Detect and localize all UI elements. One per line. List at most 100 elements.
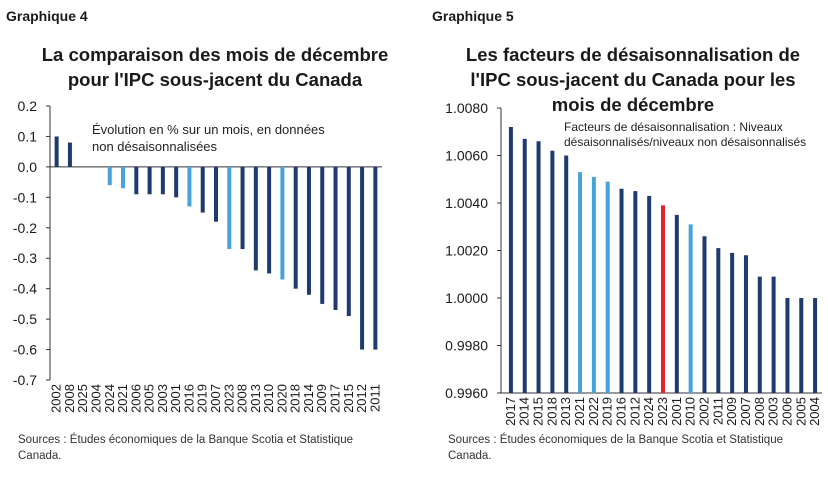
x-tick-label: 2021 — [115, 384, 130, 413]
chart-panel-4: 0.2 0.1 0.0 -0.1 -0.2 -0.3 -0.4 -0.5 -0.6 -0.7 200… — [6, 8, 388, 462]
bar — [174, 166, 179, 198]
chart-5-plot: 1.0080 1.0060 1.0040 1.0020 1.0000 0.9980 0.99… — [445, 100, 822, 426]
x-tick-label: 2012 — [354, 384, 369, 413]
chart-note: Évolution en % sur un mois, en données n… — [92, 122, 325, 154]
x-tick-label: 2012 — [627, 397, 642, 426]
bar — [619, 188, 624, 393]
x-tick-label: 2017 — [328, 384, 343, 413]
y-tick-label: 0.9960 — [445, 385, 488, 401]
y-tick-label: 1.0060 — [445, 148, 488, 164]
x-tick-label: 2010 — [683, 397, 698, 426]
x-tick-label: 2011 — [710, 397, 725, 425]
bar — [373, 166, 378, 350]
x-tick-label: 2017 — [503, 397, 518, 426]
bar — [757, 276, 762, 393]
x-tick-label: 2004 — [807, 397, 822, 426]
x-tick-label: 2006 — [128, 384, 143, 413]
bar — [730, 252, 735, 393]
x-tick-label: 2002 — [696, 397, 711, 426]
x-tick-label: 2019 — [195, 384, 210, 413]
bar — [346, 166, 351, 317]
bar — [536, 141, 541, 393]
bar — [633, 191, 638, 393]
bar — [743, 255, 748, 393]
bar — [253, 166, 258, 271]
bar — [799, 298, 804, 393]
bar — [67, 142, 72, 167]
x-tick-label: 2007 — [208, 384, 223, 413]
y-tick-label: -0.1 — [13, 189, 37, 205]
x-tick-label: 2019 — [600, 397, 615, 426]
x-tick-label: 2016 — [181, 384, 196, 413]
bar — [578, 172, 583, 393]
x-tick-label: 2014 — [301, 384, 316, 413]
x-tick-label: 2020 — [274, 384, 289, 413]
y-tick-label: 1.0000 — [445, 290, 488, 306]
x-tick-label: 2001 — [669, 397, 684, 426]
bar — [107, 166, 112, 186]
bar — [688, 224, 693, 393]
bar — [771, 276, 776, 393]
bar — [674, 214, 679, 393]
chart-note: Facteurs de désaisonnalisation : Niveaux… — [564, 120, 807, 149]
x-tick-label: 2006 — [779, 397, 794, 426]
x-tick-label: 2008 — [235, 384, 250, 413]
y-tick-label: 1.0020 — [445, 243, 488, 259]
y-tick-label: 0.0 — [18, 159, 38, 175]
y-tick-label: 0.1 — [18, 128, 38, 144]
graphique-label: Graphique 5 — [432, 8, 514, 24]
bar — [187, 166, 192, 207]
bar — [605, 181, 610, 393]
bar — [785, 298, 790, 393]
y-tick-label: 0.9980 — [445, 338, 488, 354]
x-tick-label: 2007 — [738, 397, 753, 426]
x-tick-label: 2009 — [314, 384, 329, 413]
bar — [240, 166, 245, 250]
x-tick-label: 2013 — [248, 384, 263, 413]
bar — [267, 166, 272, 274]
bar — [214, 166, 218, 222]
bar — [702, 236, 707, 393]
bar — [591, 176, 596, 393]
bar — [508, 127, 513, 393]
x-tick-label: 2018 — [544, 397, 559, 426]
bar — [280, 166, 285, 280]
x-tick-label: 2001 — [168, 384, 183, 413]
x-tick-label: 2010 — [261, 384, 276, 413]
y-tick-label: -0.5 — [13, 311, 37, 327]
x-tick-label: 2016 — [614, 397, 629, 426]
y-tick-label: -0.3 — [13, 250, 37, 266]
bar — [522, 138, 527, 393]
bar — [121, 166, 126, 189]
x-tick-label: 2004 — [88, 384, 103, 413]
x-tick-label: 2022 — [586, 397, 601, 426]
x-tick-label: 2013 — [558, 397, 573, 426]
x-tick-label: 2005 — [142, 384, 157, 413]
chart-title: Les facteurs de désaisonnalisation de l'… — [465, 44, 801, 115]
x-tick-label: 2023 — [655, 397, 670, 426]
bar — [54, 136, 59, 167]
bar — [147, 166, 152, 195]
chart-source: Sources : Études économiques de la Banqu… — [448, 434, 783, 462]
x-tick-label: 2023 — [221, 384, 236, 413]
bar — [360, 166, 365, 350]
bar — [320, 166, 325, 304]
y-tick-label: -0.7 — [13, 372, 37, 388]
bar — [333, 166, 338, 310]
bar — [134, 166, 139, 195]
x-tick-label: 2002 — [49, 384, 64, 413]
bar — [813, 298, 818, 393]
x-tick-label: 2008 — [752, 397, 767, 426]
x-tick-label: 2003 — [155, 384, 170, 413]
y-tick-label: 1.0080 — [445, 100, 488, 116]
graphique-label: Graphique 4 — [6, 8, 88, 24]
bar — [564, 155, 569, 393]
chart-source: Sources : Études économiques de la Banqu… — [18, 434, 353, 462]
x-tick-label: 2014 — [517, 397, 532, 426]
bar — [160, 166, 165, 195]
y-tick-label: 1.0040 — [445, 195, 488, 211]
x-tick-label: 2009 — [724, 397, 739, 426]
chart-4-plot: 0.2 0.1 0.0 -0.1 -0.2 -0.3 -0.4 -0.5 -0.6 -0.7 200… — [13, 98, 382, 413]
bar — [661, 205, 665, 393]
x-tick-label: 2003 — [766, 397, 781, 426]
